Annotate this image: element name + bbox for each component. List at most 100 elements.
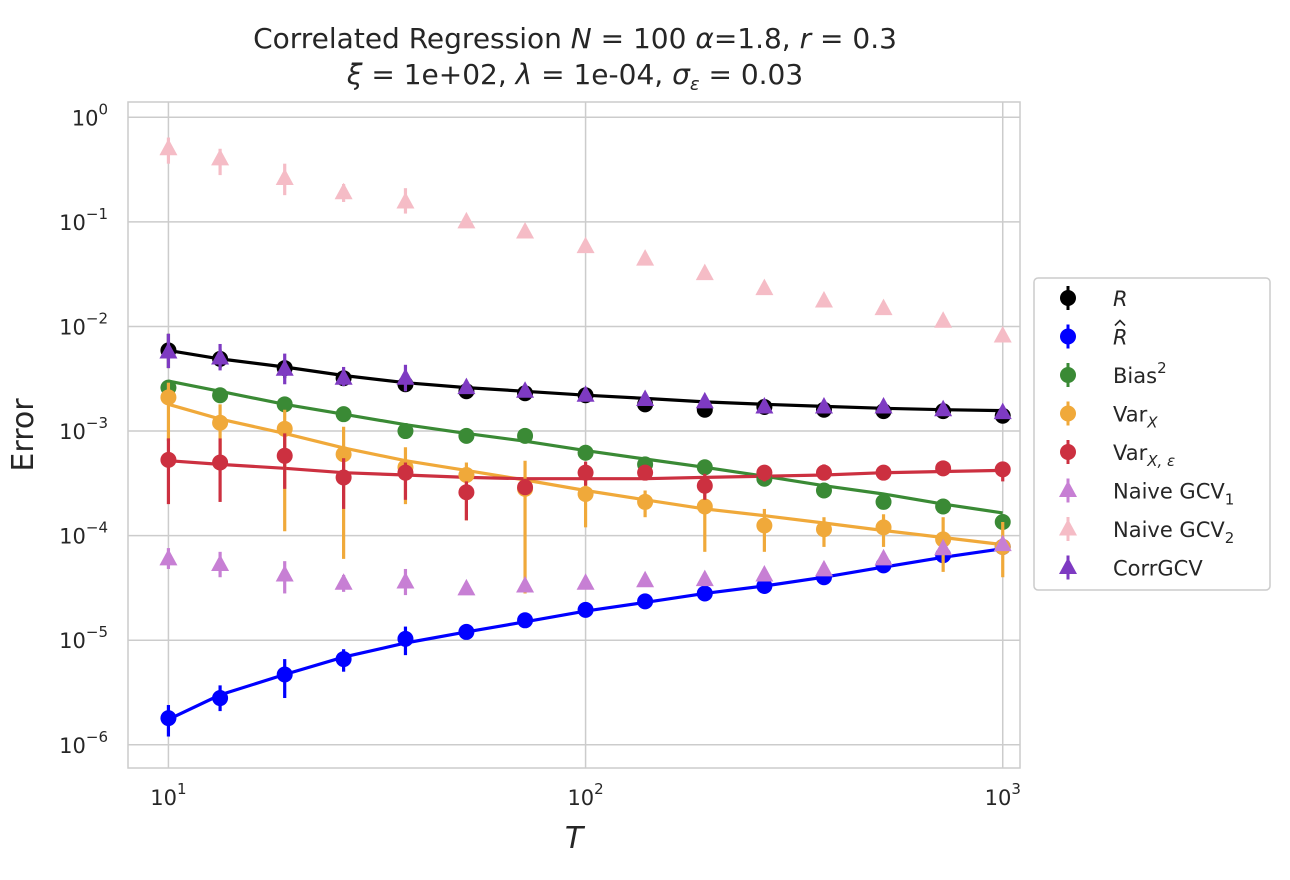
- legend-marker: [1060, 290, 1076, 306]
- point-CorrGCV: [814, 396, 833, 414]
- point-VarXeps: [994, 461, 1011, 478]
- point-CorrGCV: [159, 341, 178, 359]
- y-tick-label: 10−5: [59, 623, 108, 653]
- point-VarX: [756, 517, 773, 534]
- point-NaiveGCV2: [275, 168, 294, 185]
- point-CorrGCV: [695, 391, 714, 409]
- point-Rhat: [276, 666, 293, 683]
- point-CorrGCV: [993, 402, 1012, 420]
- point-CorrGCV: [934, 399, 953, 417]
- point-Bias2: [696, 459, 713, 476]
- point-NaiveGCV1: [576, 573, 595, 590]
- point-CorrGCV: [396, 368, 415, 385]
- point-CorrGCV: [576, 385, 595, 402]
- legend-item-NaiveGCV2: Naive GCV2: [1059, 517, 1234, 547]
- point-Rhat: [397, 630, 414, 647]
- point-Rhat: [756, 577, 773, 594]
- point-VarX: [458, 466, 475, 483]
- point-Rhat: [517, 612, 534, 629]
- y-axis-label: Error: [6, 398, 41, 472]
- point-NaiveGCV1: [334, 573, 353, 590]
- point-NaiveGCV2: [516, 222, 535, 239]
- point-NaiveGCV1: [695, 569, 714, 587]
- point-VarX: [276, 420, 293, 437]
- point-NaiveGCV1: [211, 554, 230, 571]
- point-CorrGCV: [874, 396, 893, 414]
- point-Bias2: [875, 493, 892, 510]
- point-VarX: [577, 486, 594, 503]
- legend-label: Naive GCV2: [1113, 518, 1234, 547]
- point-CorrGCV: [636, 389, 655, 407]
- point-NaiveGCV1: [396, 572, 415, 589]
- point-Bias2: [935, 498, 952, 515]
- point-NaiveGCV2: [334, 182, 353, 200]
- plot-frame: [127, 101, 1021, 769]
- legend-item-Rhat: R: [1060, 319, 1128, 350]
- chart-title-line2: ξ = 1e+02, λ = 1e-04, σε = 0.03: [346, 58, 803, 95]
- point-CorrGCV: [211, 347, 230, 365]
- point-Bias2: [397, 423, 414, 440]
- legend-marker: [1060, 328, 1076, 345]
- point-NaiveGCV2: [396, 191, 415, 209]
- point-NaiveGCV2: [211, 148, 230, 166]
- point-VarXeps: [335, 469, 352, 486]
- point-NaiveGCV1: [993, 534, 1012, 552]
- point-Rhat: [637, 593, 654, 610]
- point-NaiveGCV2: [814, 291, 833, 308]
- series-NaiveGCV1: [159, 534, 1012, 596]
- point-CorrGCV: [755, 396, 774, 414]
- point-Rhat: [335, 651, 352, 668]
- x-ticks: 101 102 103: [150, 780, 1021, 810]
- point-NaiveGCV2: [576, 236, 595, 254]
- y-tick-label: 10−1: [59, 205, 108, 235]
- point-NaiveGCV2: [874, 298, 893, 316]
- point-Bias2: [517, 427, 534, 444]
- legend-item-Bias2: Bias2: [1060, 359, 1167, 388]
- hat-accent: [1114, 319, 1126, 327]
- legend: RR Bias2 VarX VarX, ε Naive GCV1 Naive GCV2 Co…: [1033, 277, 1271, 591]
- point-VarXeps: [577, 464, 594, 481]
- series-CorrGCV: [159, 333, 1012, 420]
- point-NaiveGCV1: [934, 538, 953, 556]
- legend-label: VarX, ε: [1113, 441, 1175, 470]
- chart-title-line1: Correlated Regression N = 100 α=1.8, r =…: [253, 22, 897, 55]
- point-CorrGCV: [275, 359, 294, 376]
- point-VarX: [875, 519, 892, 536]
- x-tick-label: 102: [567, 780, 603, 810]
- point-NaiveGCV1: [636, 570, 655, 588]
- legend-marker: [1060, 444, 1076, 460]
- y-ticks: 10−6 10−5 10−4 10−3 10−2 10−1 100: [59, 100, 108, 758]
- point-NaiveGCV2: [636, 249, 655, 266]
- point-VarXeps: [517, 479, 534, 496]
- point-NaiveGCV1: [874, 548, 893, 566]
- point-VarXeps: [458, 484, 475, 501]
- point-NaiveGCV2: [159, 138, 178, 156]
- legend-label: Bias2: [1113, 359, 1167, 388]
- legend-label: Naive GCV1: [1113, 480, 1234, 509]
- point-NaiveGCV2: [457, 211, 476, 229]
- legend-item-NaiveGCV1: Naive GCV1: [1059, 478, 1234, 509]
- y-tick-label: 10−3: [59, 414, 108, 444]
- legend-item-R: R: [1060, 286, 1128, 311]
- x-tick-label: 101: [150, 780, 186, 810]
- legend-marker: [1059, 557, 1077, 574]
- point-Rhat: [696, 585, 713, 602]
- series-VarXeps: [160, 433, 1011, 521]
- point-VarXeps: [160, 451, 177, 468]
- legend-item-VarX: VarX: [1060, 401, 1158, 432]
- point-VarX: [815, 521, 832, 538]
- y-tick-label: 10−6: [59, 728, 108, 758]
- point-VarX: [696, 498, 713, 515]
- legend-item-VarXeps: VarX, ε: [1060, 440, 1175, 470]
- point-Rhat: [458, 623, 475, 640]
- point-CorrGCV: [334, 368, 353, 385]
- x-tick-label: 103: [985, 780, 1021, 810]
- y-tick-label: 10−4: [59, 519, 108, 549]
- point-VarXeps: [212, 454, 229, 471]
- point-Bias2: [276, 396, 293, 413]
- point-VarX: [212, 414, 229, 431]
- point-Bias2: [577, 444, 594, 461]
- y-tick-label: 100: [72, 100, 108, 130]
- point-VarXeps: [815, 464, 832, 481]
- point-NaiveGCV1: [814, 559, 833, 577]
